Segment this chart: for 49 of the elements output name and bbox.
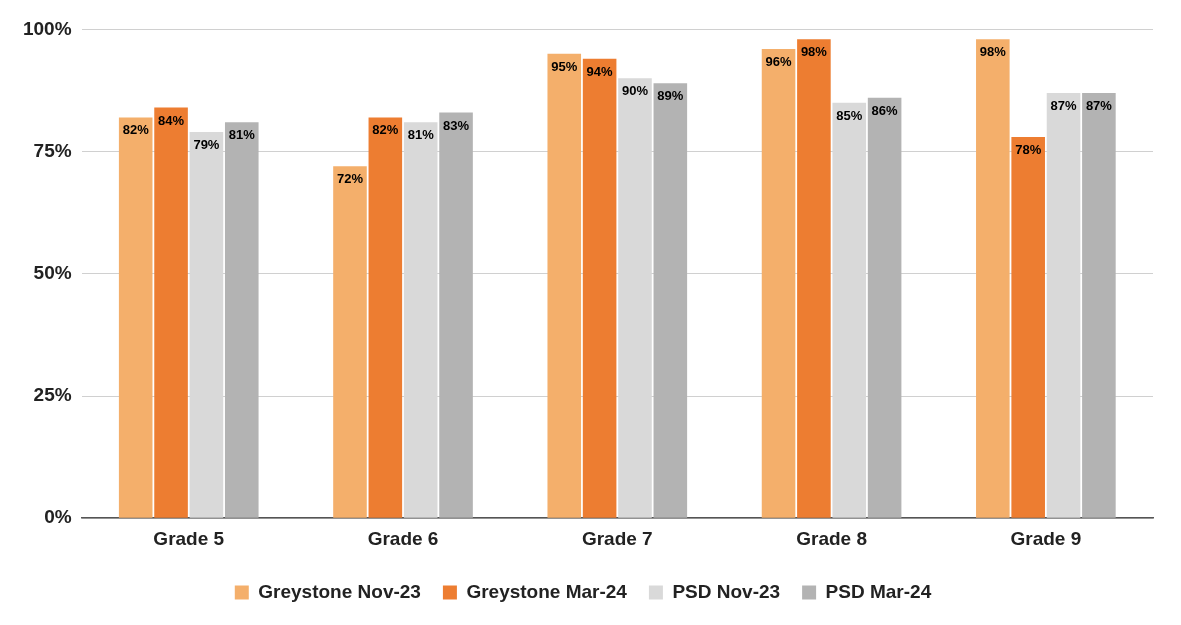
data-label: 89%	[657, 88, 684, 104]
y-tick-label: 100%	[22, 17, 72, 39]
data-label: 98%	[800, 44, 828, 60]
bar	[333, 166, 367, 518]
data-label: 85%	[836, 107, 863, 123]
legend-label: PSD Mar-24	[825, 580, 932, 602]
x-tick-label: Grade 5	[153, 527, 225, 549]
y-tick-label: 25%	[33, 384, 72, 406]
data-label: 87%	[1085, 98, 1113, 114]
data-label: 96%	[765, 54, 792, 70]
data-label: 72%	[336, 171, 364, 187]
data-label: 79%	[193, 137, 220, 153]
bar	[976, 39, 1010, 518]
bar	[582, 58, 617, 518]
data-label: 83%	[443, 117, 470, 133]
data-label: 81%	[228, 127, 256, 143]
x-tick-label: Grade 7	[581, 527, 653, 549]
bar	[867, 97, 902, 518]
data-label: 84%	[158, 112, 185, 128]
data-label: 90%	[621, 83, 649, 99]
bar	[368, 117, 403, 518]
data-label: 81%	[407, 127, 435, 143]
bar	[118, 117, 153, 518]
bar	[1082, 92, 1116, 518]
y-tick-label: 75%	[33, 139, 72, 161]
bar	[653, 83, 688, 518]
data-label: 98%	[979, 44, 1007, 60]
legend-label: PSD Nov-23	[672, 580, 781, 602]
bar	[797, 39, 831, 518]
data-label: 82%	[122, 122, 150, 138]
data-label: 87%	[1050, 98, 1077, 114]
bar	[1011, 136, 1045, 518]
data-label: 95%	[551, 58, 578, 74]
data-label: 94%	[586, 63, 614, 79]
x-tick-label: Grade 8	[796, 527, 867, 549]
bar	[439, 112, 473, 518]
bar	[224, 122, 259, 518]
legend-label: Greystone Nov-23	[258, 580, 421, 602]
bar	[547, 53, 582, 518]
x-tick-label: Grade 6	[367, 527, 439, 549]
x-tick-label: Grade 9	[1010, 527, 1082, 549]
bar	[761, 48, 796, 518]
data-label: 78%	[1015, 142, 1042, 158]
bar	[154, 107, 188, 518]
data-label: 86%	[871, 102, 899, 118]
y-tick-label: 50%	[33, 262, 72, 284]
data-label: 82%	[372, 122, 399, 138]
legend-label: Greystone Mar-24	[466, 580, 628, 602]
y-tick-label: 0%	[44, 506, 72, 528]
